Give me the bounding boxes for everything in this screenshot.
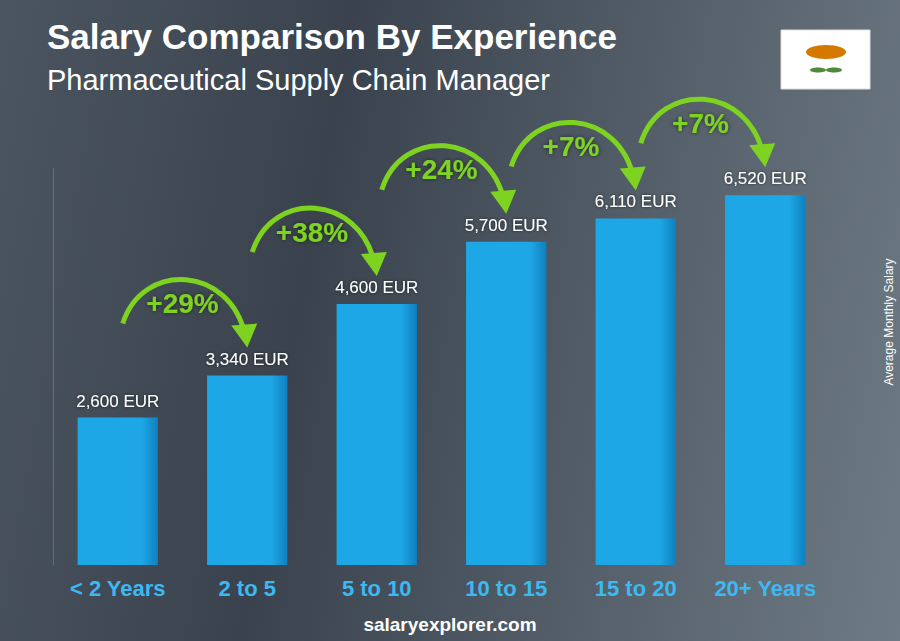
svg-text:< 2 Years: < 2 Years xyxy=(70,576,166,601)
svg-text:salaryexplorer.com: salaryexplorer.com xyxy=(363,614,536,635)
svg-text:Average Monthly Salary: Average Monthly Salary xyxy=(882,258,896,385)
svg-text:10 to 15: 10 to 15 xyxy=(465,576,547,601)
svg-text:+38%: +38% xyxy=(276,217,348,248)
svg-text:+7%: +7% xyxy=(543,131,600,162)
svg-text:+24%: +24% xyxy=(405,154,477,185)
svg-text:4,600 EUR: 4,600 EUR xyxy=(335,278,418,297)
svg-text:+7%: +7% xyxy=(672,108,729,139)
svg-text:2 to 5: 2 to 5 xyxy=(219,576,276,601)
svg-text:6,110 EUR: 6,110 EUR xyxy=(595,192,677,211)
svg-text:Pharmaceutical Supply Chain Ma: Pharmaceutical Supply Chain Manager xyxy=(47,64,550,96)
svg-text:15 to 20: 15 to 20 xyxy=(595,576,677,601)
svg-text:20+ Years: 20+ Years xyxy=(714,576,816,601)
svg-text:5,700 EUR: 5,700 EUR xyxy=(465,216,548,235)
svg-text:Salary Comparison By Experienc: Salary Comparison By Experience xyxy=(47,17,617,56)
svg-text:5 to 10: 5 to 10 xyxy=(342,576,412,601)
svg-text:6,520 EUR: 6,520 EUR xyxy=(724,169,807,188)
svg-text:2,600 EUR: 2,600 EUR xyxy=(76,392,159,411)
svg-text:+29%: +29% xyxy=(146,288,218,319)
svg-text:3,340 EUR: 3,340 EUR xyxy=(206,350,289,369)
